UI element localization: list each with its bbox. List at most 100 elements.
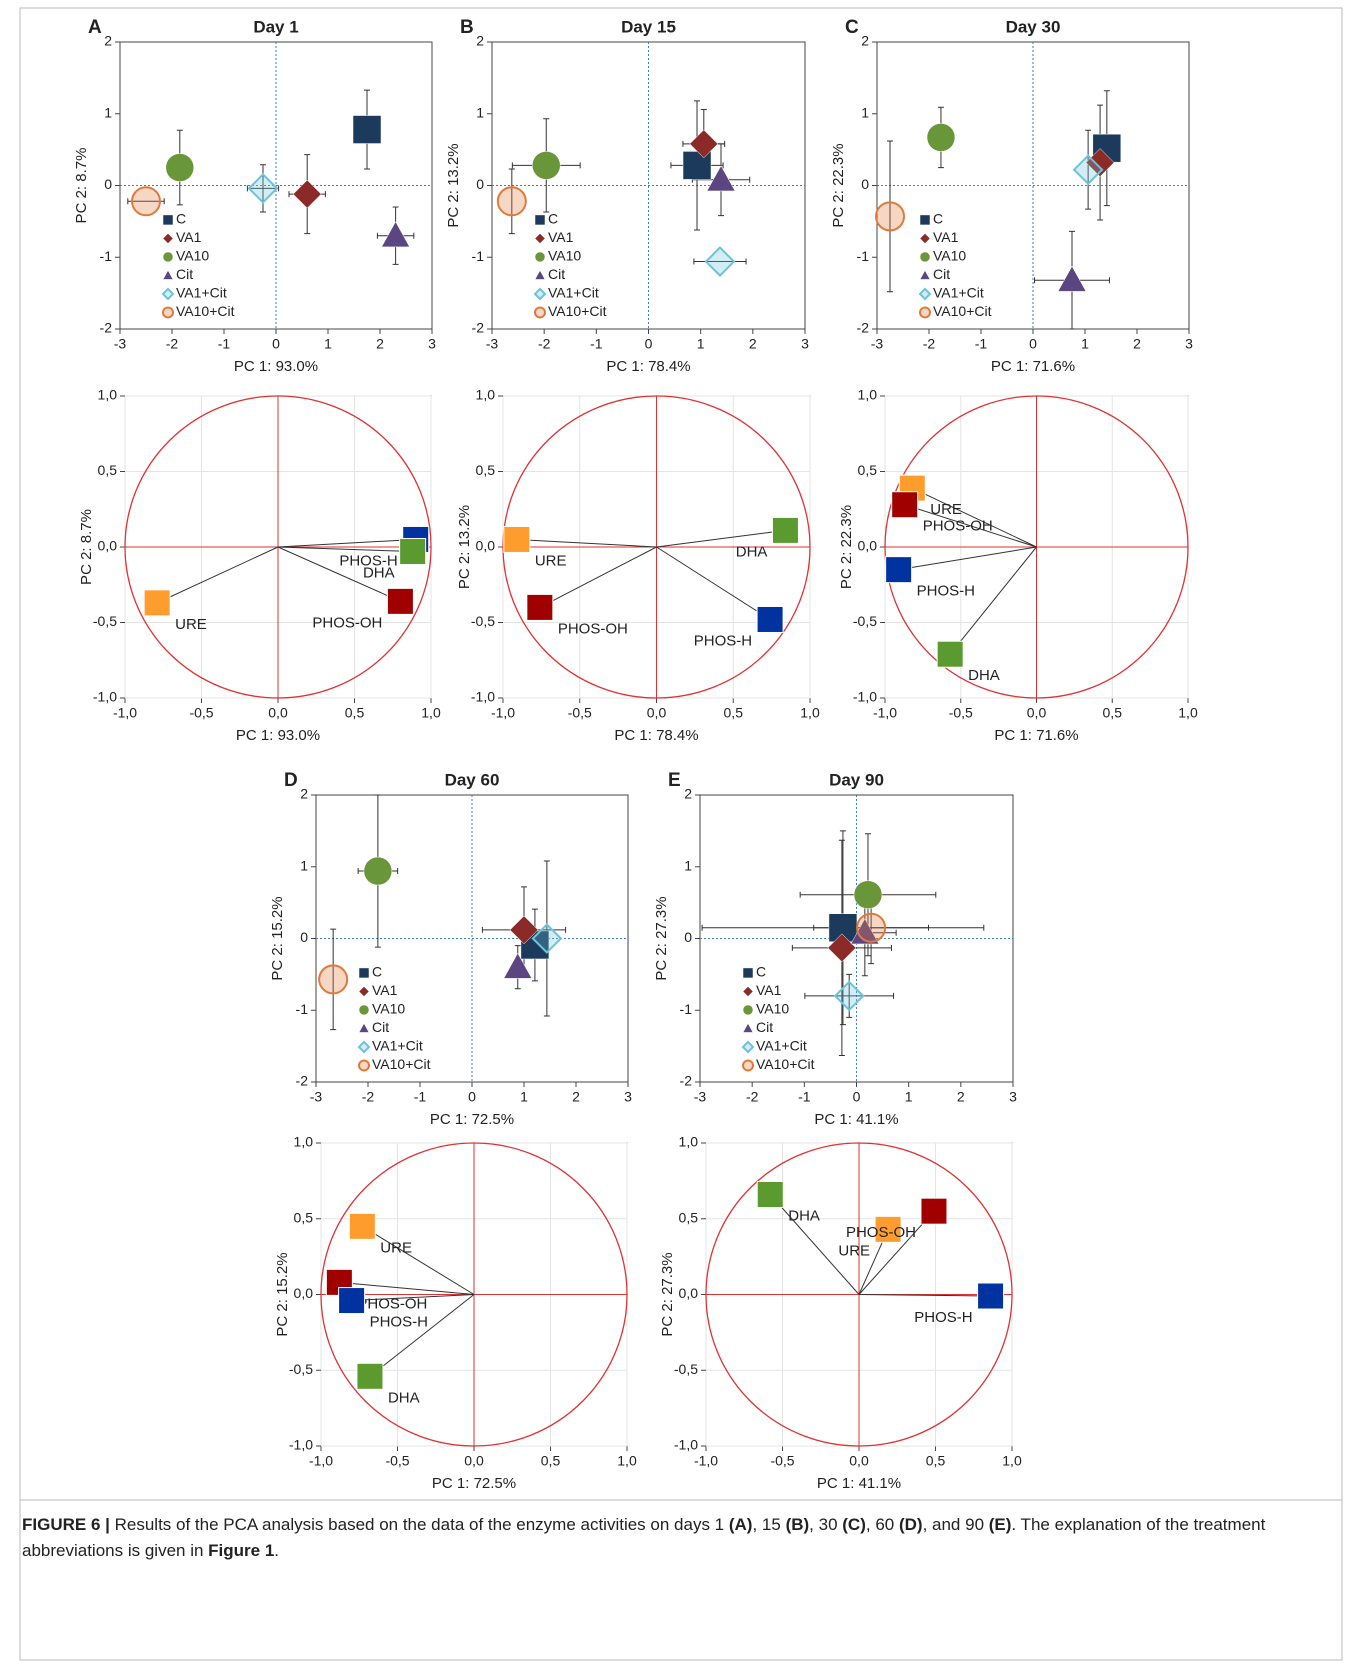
- y-tick-label: -2: [296, 1073, 309, 1089]
- y-tick-label: -1,0: [853, 689, 877, 705]
- y-tick-label: -0,5: [471, 613, 495, 629]
- loading-point: [874, 1215, 902, 1243]
- unit-circle: [502, 395, 811, 699]
- marker: [509, 915, 539, 945]
- error-bar: [693, 258, 747, 265]
- x-tick-label: -2: [923, 336, 936, 352]
- y-tick-label: 0,5: [294, 1209, 314, 1225]
- x-tick-label: 2: [572, 1089, 580, 1105]
- marker: [1057, 265, 1087, 292]
- legend-swatch: [742, 1022, 754, 1033]
- x-tick-label: 1,0: [1178, 705, 1198, 721]
- y-tick-label: 0: [684, 929, 692, 945]
- legend-label: Cit: [372, 1019, 389, 1035]
- y-axis-label: PC 2: 13.2%: [456, 505, 473, 589]
- loading-vector: [156, 546, 279, 604]
- point-label: PHOS-OH: [312, 614, 382, 631]
- legend-swatch: [162, 306, 174, 319]
- y-axis-label: PC 2: 8.7%: [73, 148, 90, 224]
- y-tick-label: -1,0: [289, 1437, 313, 1453]
- point-label: URE: [380, 1239, 412, 1256]
- y-tick-label: -1,0: [93, 689, 117, 705]
- unit-circle: [884, 395, 1189, 699]
- loading-vector: [516, 538, 657, 548]
- error-bar: [508, 168, 515, 235]
- x-tick-label: -3: [310, 1089, 323, 1105]
- legend-swatch: [742, 967, 754, 979]
- legend-swatch: [358, 967, 370, 979]
- point-label: DHA: [736, 543, 768, 560]
- x-tick-label: 0,5: [345, 705, 365, 721]
- point-label: PHOS-H: [339, 552, 397, 569]
- marker: [856, 912, 887, 943]
- legend-label: VA10+Cit: [548, 303, 607, 319]
- x-tick-label: 1,0: [1002, 1453, 1022, 1469]
- y-tick-label: -1,0: [674, 1437, 698, 1453]
- loading-vector: [369, 1294, 475, 1377]
- marker: [292, 179, 322, 209]
- x-axis-label: PC 1: 41.1%: [817, 1475, 901, 1492]
- loading-point: [526, 593, 554, 621]
- marker: [875, 201, 905, 232]
- marker: [352, 115, 382, 144]
- legend-swatch: [534, 214, 546, 226]
- point-label: DHA: [363, 564, 395, 581]
- y-tick-label: 1: [300, 857, 308, 873]
- marker: [131, 186, 161, 217]
- legend-label: VA1: [372, 982, 398, 998]
- legend-label: VA1+Cit: [933, 285, 984, 301]
- caption-text: Figure 1: [208, 1541, 275, 1560]
- x-tick-label: -3: [694, 1089, 707, 1105]
- x-tick-label: 1: [1081, 336, 1089, 352]
- x-tick-label: -0,5: [189, 705, 213, 721]
- error-bar: [330, 928, 337, 1031]
- loading-vector: [656, 529, 786, 548]
- panel-label: D: [284, 770, 298, 791]
- legend-swatch: [533, 287, 547, 301]
- point-label: PHOS-H: [694, 632, 752, 649]
- loading-vector: [656, 546, 771, 620]
- caption-text: (A): [728, 1515, 753, 1534]
- x-tick-label: 0,5: [1103, 705, 1123, 721]
- y-tick-label: 1,0: [679, 1134, 699, 1150]
- legend-swatch: [162, 233, 174, 244]
- legend-label: VA1+Cit: [176, 285, 227, 301]
- y-axis-label: PC 2: 22.3%: [830, 143, 847, 227]
- y-tick-label: 0,5: [476, 462, 496, 478]
- chart-title: Day 60: [445, 770, 500, 789]
- loading-point: [348, 1212, 376, 1240]
- x-axis-label: PC 1: 71.6%: [994, 727, 1078, 744]
- loading-point: [386, 587, 414, 615]
- x-tick-label: 0,0: [464, 1453, 484, 1469]
- legend-label: VA1: [548, 229, 574, 245]
- y-tick-label: 0,5: [858, 462, 878, 478]
- legend-swatch: [358, 986, 370, 997]
- loading-vector: [277, 538, 416, 548]
- x-axis-label: PC 1: 93.0%: [236, 727, 320, 744]
- x-tick-label: 3: [428, 336, 436, 352]
- x-tick-label: 2: [749, 336, 757, 352]
- y-tick-label: -2: [680, 1073, 693, 1089]
- caption-text: , and 90: [922, 1515, 989, 1534]
- x-tick-label: 0,5: [541, 1453, 561, 1469]
- x-axis-label: PC 1: 72.5%: [430, 1111, 514, 1128]
- caption: FIGURE 6 | Results of the PCA analysis b…: [22, 1512, 1322, 1564]
- unit-circle: [320, 1142, 628, 1447]
- loading-point: [356, 1362, 384, 1390]
- x-tick-label: -2: [166, 336, 179, 352]
- error-bar: [246, 185, 280, 192]
- legend-label: VA1: [933, 229, 959, 245]
- y-axis-label: PC 2: 13.2%: [445, 143, 462, 227]
- loading-point: [399, 538, 427, 566]
- legend-swatch: [919, 214, 931, 226]
- marker: [532, 151, 561, 180]
- legend-label: C: [548, 211, 558, 227]
- legend-label: C: [756, 964, 766, 980]
- y-axis-label: PC 2: 15.2%: [274, 1252, 291, 1336]
- panel-label: B: [460, 17, 474, 38]
- loading-vector: [858, 1294, 991, 1297]
- marker: [247, 172, 279, 204]
- y-tick-label: 0,0: [679, 1285, 699, 1301]
- legend-label: VA1: [756, 982, 782, 998]
- y-tick-label: 0,0: [294, 1285, 314, 1301]
